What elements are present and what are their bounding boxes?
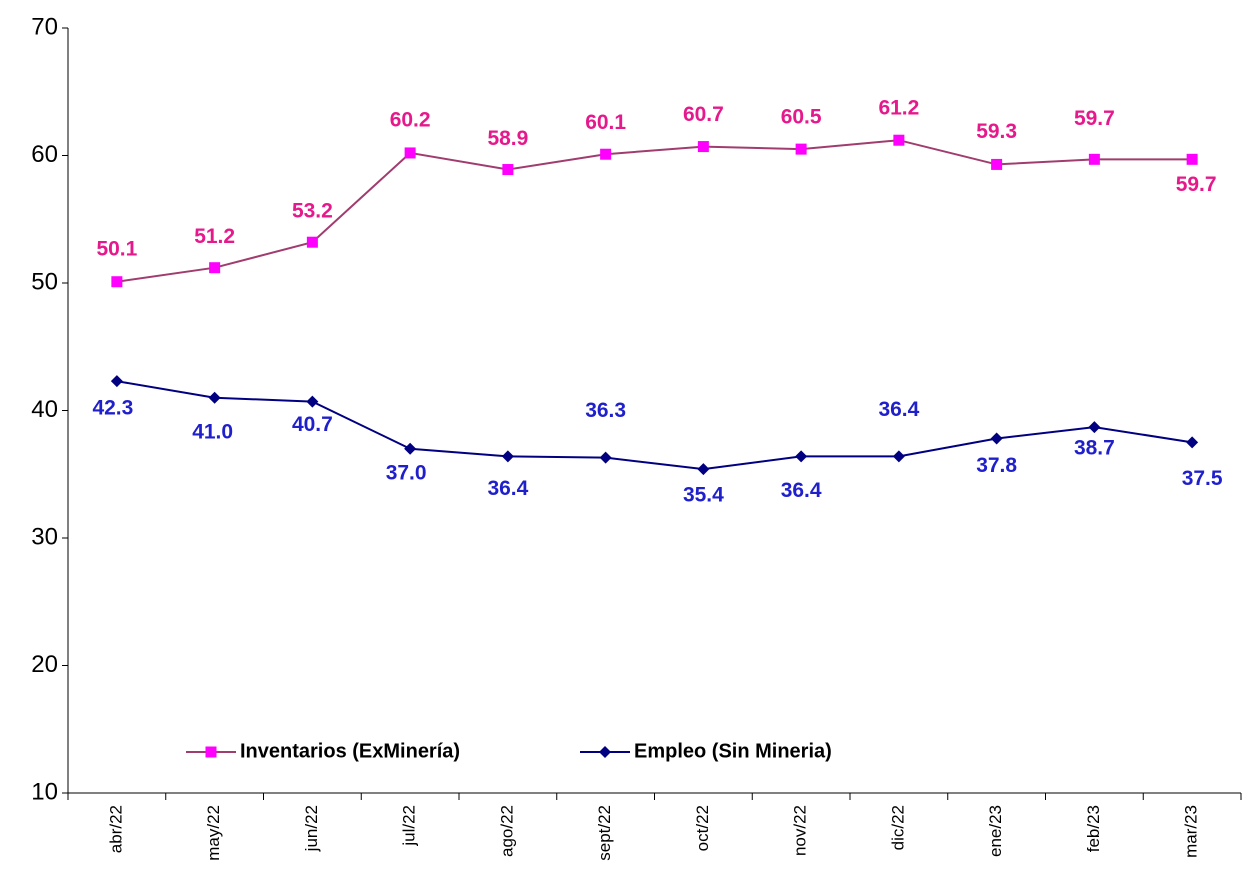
series-line: [116, 139, 1193, 283]
marker: [893, 134, 905, 146]
marker: [1186, 436, 1199, 449]
data-label: 37.5: [1182, 467, 1223, 490]
marker: [599, 451, 612, 464]
y-tick-label: 50: [31, 268, 58, 295]
x-tick-label: jul/22: [400, 805, 419, 847]
data-label: 59.7: [1176, 173, 1217, 196]
data-label: 38.7: [1074, 437, 1115, 460]
data-label: 41.0: [192, 420, 233, 443]
data-label: 53.2: [292, 200, 333, 223]
legend-label: Inventarios (ExMinería): [240, 740, 460, 762]
data-label: 37.8: [976, 454, 1017, 477]
marker: [111, 276, 123, 288]
data-label: 36.4: [487, 477, 528, 500]
marker: [1186, 153, 1198, 165]
series-line: [116, 380, 1193, 471]
marker: [502, 164, 514, 176]
data-label: 60.2: [390, 108, 431, 131]
marker: [110, 375, 123, 388]
marker: [697, 141, 709, 153]
marker: [404, 442, 417, 455]
x-tick-label: mar/23: [1182, 805, 1201, 858]
x-tick-label: jun/22: [302, 805, 321, 852]
marker: [208, 391, 221, 404]
data-label: 50.1: [96, 237, 137, 260]
data-label: 36.3: [585, 399, 626, 422]
data-label: 60.7: [683, 103, 724, 126]
marker: [990, 432, 1003, 445]
marker: [1088, 153, 1100, 165]
data-label: 51.2: [194, 225, 235, 248]
x-tick-label: feb/23: [1084, 805, 1103, 852]
marker: [306, 395, 319, 408]
data-label: 59.3: [976, 120, 1017, 143]
marker: [697, 463, 710, 476]
x-tick-label: ago/22: [497, 805, 516, 857]
data-label: 61.2: [878, 97, 919, 120]
marker: [795, 143, 807, 155]
data-label: 60.5: [781, 106, 822, 129]
x-tick-label: nov/22: [791, 805, 810, 856]
x-tick-label: sept/22: [595, 805, 614, 861]
marker: [209, 262, 221, 274]
data-label: 60.1: [585, 111, 626, 134]
y-tick-label: 70: [31, 13, 58, 40]
marker: [404, 147, 416, 159]
x-tick-label: abr/22: [106, 805, 125, 853]
y-tick-label: 40: [31, 396, 58, 423]
marker: [892, 450, 905, 463]
x-tick-label: may/22: [204, 805, 223, 861]
marker: [600, 148, 612, 160]
legend-marker: [599, 746, 611, 758]
data-label: 42.3: [92, 397, 133, 420]
marker: [1088, 421, 1101, 434]
x-tick-label: dic/22: [888, 805, 907, 850]
marker: [501, 450, 514, 463]
data-label: 58.9: [487, 127, 528, 150]
y-tick-label: 60: [31, 141, 58, 168]
data-label: 36.4: [878, 398, 919, 421]
data-label: 40.7: [292, 413, 333, 436]
marker: [306, 236, 318, 248]
legend-marker: [205, 746, 217, 758]
data-label: 35.4: [683, 484, 724, 507]
x-tick-label: oct/22: [693, 805, 712, 851]
y-tick-label: 10: [31, 778, 58, 805]
marker: [795, 450, 808, 463]
data-label: 37.0: [386, 461, 427, 484]
y-tick-label: 30: [31, 523, 58, 550]
x-tick-label: ene/23: [986, 805, 1005, 857]
data-label: 59.7: [1074, 107, 1115, 130]
legend-label: Empleo (Sin Mineria): [634, 740, 832, 762]
y-tick-label: 20: [31, 651, 58, 678]
data-label: 36.4: [781, 479, 822, 502]
marker: [991, 158, 1003, 170]
